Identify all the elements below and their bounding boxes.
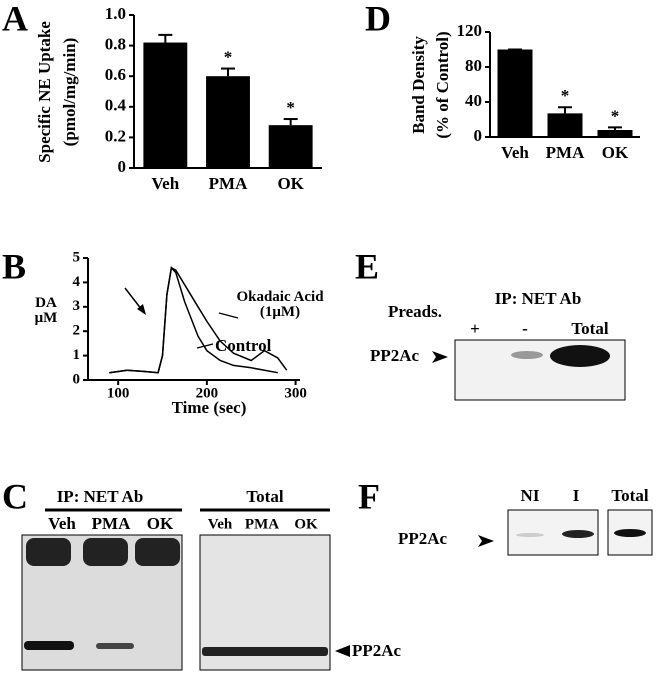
x-tick-label: OK [602,143,629,162]
y-axis-label: (% of Control) [433,31,452,138]
bar [206,76,250,168]
band [202,647,328,656]
x-tick-label: OK [277,174,304,193]
y-tick-label: 0 [73,371,81,387]
y-tick-label: 1 [73,347,81,363]
bar [547,113,583,137]
y-axis-label: Band Density [409,36,428,134]
y-tick-label: 0.4 [105,96,127,115]
arrow [137,304,146,315]
lane-label: + [470,319,480,338]
x-tick-label: Veh [151,174,179,193]
band [83,538,128,566]
x-axis-label: Time (sec) [172,398,247,417]
y-tick-label: 0.8 [105,35,126,54]
arrow [218,312,239,319]
lane-label: PMA [245,516,279,532]
x-tick-label: 300 [284,385,307,401]
band [511,351,543,359]
series-label: Okadaic Acid (1μM) [236,290,324,320]
y-tick-label: 5 [73,249,81,265]
y-tick-label: 120 [457,21,483,40]
arrow [196,343,214,349]
band-label: PP2Ac [398,529,448,548]
y-tick-label: 0.6 [105,65,126,84]
series-label: Okadaic Acid (1μM) [236,290,324,320]
y-tick-label: 3 [73,298,81,314]
y-tick-label: 80 [465,56,482,75]
y-tick-label: 0 [474,126,483,145]
y-axis-label: Specific NE Uptake [35,21,54,163]
y-tick-label: 0 [118,157,127,176]
band [26,538,71,566]
band [562,530,594,538]
lane-label: Total [611,486,648,505]
bar [597,130,633,137]
y-tick-label: 40 [465,91,482,110]
blot-heading: Total [246,487,283,506]
annotation: * [561,86,570,105]
y-tick-label: 2 [73,323,81,339]
y-axis-label: DA μM [34,296,58,326]
y-tick-label: 4 [73,274,81,290]
lane-label: Total [571,319,608,338]
y-axis-label: (pmol/mg/min) [60,38,79,147]
band [614,529,646,537]
blot-heading: Preads. [388,302,442,321]
band-label: PP2Ac [352,641,402,660]
panel-letter: E [355,246,379,286]
x-tick-label: PMA [546,143,585,162]
annotation: * [224,47,233,66]
lane-label: I [573,486,580,505]
arrow [335,645,350,657]
y-tick-label: 0.2 [105,126,126,145]
annotation: * [286,98,295,117]
lane-label: PMA [92,514,131,533]
bar [143,42,188,168]
arrow [124,287,143,311]
lane-label: - [522,319,528,338]
x-tick-label: 100 [107,385,130,401]
lane-label: OK [294,516,318,532]
band-label: PP2Ac [370,346,420,365]
band [96,643,134,649]
x-tick-label: 200 [196,385,219,401]
panel-letter: C [2,476,28,516]
line [109,266,288,374]
blot-heading: IP: NET Ab [495,289,582,308]
panel-letter: D [365,0,391,38]
y-axis-label: DA μM [34,296,58,326]
band [135,538,180,566]
y-tick-label: 1.0 [105,4,126,23]
series-label: Control [215,336,272,355]
lane-label: Veh [48,514,76,533]
lane-label: Veh [208,516,233,532]
annotation: * [611,106,620,125]
bar [497,49,533,137]
band [550,345,610,367]
panel-letter: B [2,246,26,286]
lane-label: NI [521,486,540,505]
panel-letter: A [2,0,28,38]
bar [268,125,313,168]
x-tick-label: Veh [501,143,529,162]
arrow [478,535,494,547]
arrow [432,351,448,363]
x-tick-label: PMA [209,174,248,193]
lane-label: OK [147,514,174,533]
band [516,533,544,537]
panel-letter: F [358,476,380,516]
band [24,641,74,650]
blot-heading: IP: NET Ab [57,487,144,506]
